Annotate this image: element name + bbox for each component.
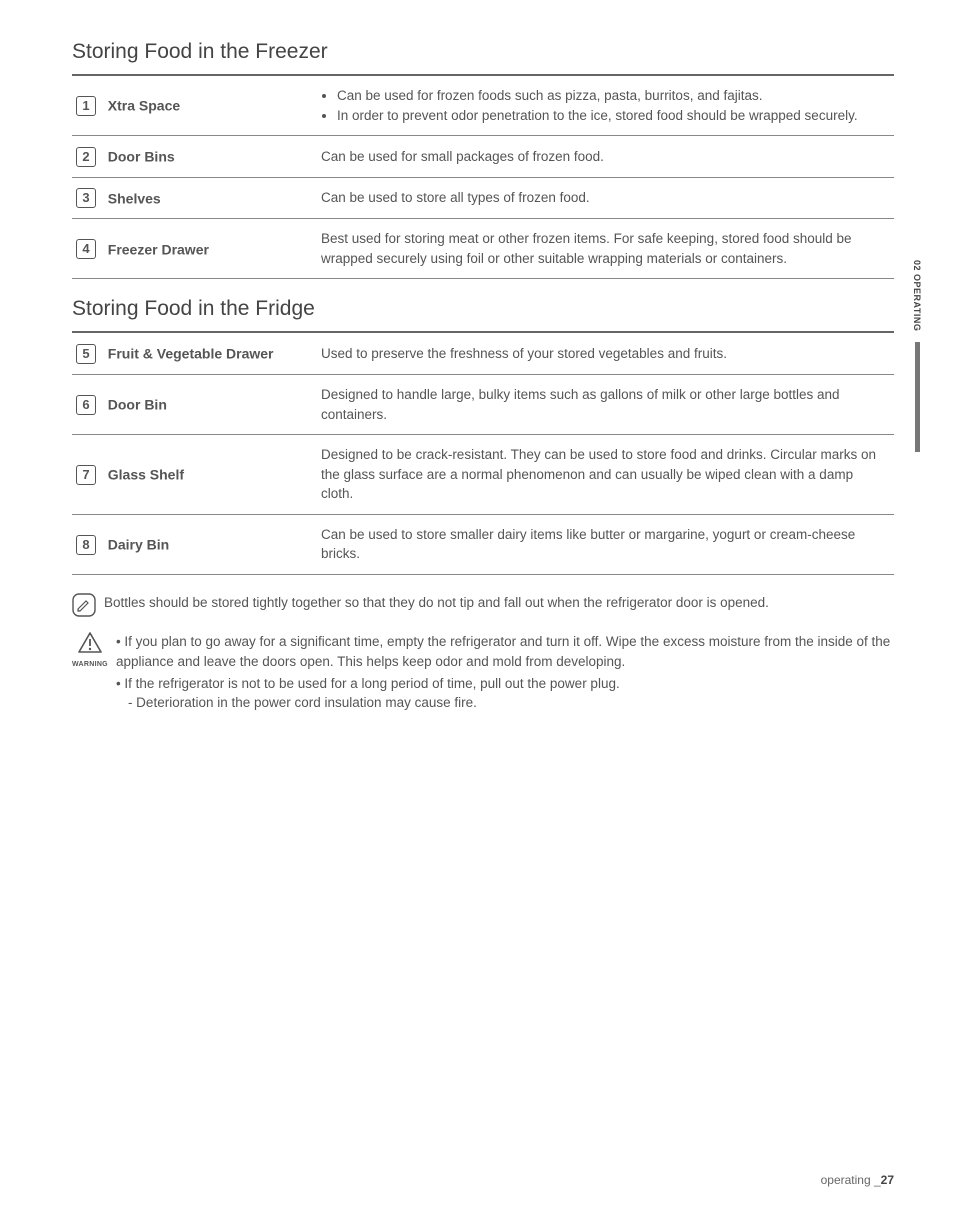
- footer-text: operating _: [821, 1173, 881, 1187]
- warning-item: • If the refrigerator is not to be used …: [116, 674, 894, 694]
- row-desc: Can be used for frozen foods such as piz…: [317, 76, 894, 136]
- row-number: 8: [76, 535, 96, 555]
- table-row: 1 Xtra Space Can be used for frozen food…: [72, 76, 894, 136]
- row-number: 2: [76, 147, 96, 167]
- row-label: Fruit & Vegetable Drawer: [108, 346, 274, 362]
- table-row: 4 Freezer Drawer Best used for storing m…: [72, 219, 894, 279]
- side-tab-bar: [915, 342, 920, 452]
- page-footer: operating _27: [821, 1173, 894, 1187]
- side-tab-label: 02 OPERATING: [912, 260, 922, 331]
- row-label: Glass Shelf: [108, 466, 184, 482]
- row-number: 4: [76, 239, 96, 259]
- row-label: Door Bins: [108, 148, 175, 164]
- section-title-fridge: Storing Food in the Fridge: [72, 297, 894, 321]
- row-number: 1: [76, 96, 96, 116]
- warning-row: WARNING • If you plan to go away for a s…: [72, 632, 894, 712]
- freezer-table: 1 Xtra Space Can be used for frozen food…: [72, 76, 894, 279]
- row-desc: Designed to handle large, bulky items su…: [317, 374, 894, 434]
- row-desc: Can be used for small packages of frozen…: [317, 136, 894, 178]
- row-desc: Can be used to store smaller dairy items…: [317, 514, 894, 574]
- section-title-freezer: Storing Food in the Freezer: [72, 40, 894, 64]
- pencil-icon: [72, 593, 96, 617]
- row-label: Xtra Space: [108, 98, 180, 114]
- table-row: 3 Shelves Can be used to store all types…: [72, 177, 894, 219]
- row-desc: Designed to be crack-resistant. They can…: [317, 435, 894, 515]
- bullet-item: Can be used for frozen foods such as piz…: [337, 86, 886, 106]
- row-number: 7: [76, 465, 96, 485]
- row-number: 3: [76, 188, 96, 208]
- note-row: Bottles should be stored tightly togethe…: [72, 593, 894, 623]
- table-row: 6 Door Bin Designed to handle large, bul…: [72, 374, 894, 434]
- footer-page: 27: [881, 1173, 894, 1187]
- row-label: Shelves: [108, 190, 161, 206]
- row-label: Door Bin: [108, 397, 167, 413]
- row-number: 5: [76, 344, 96, 364]
- row-desc: Can be used to store all types of frozen…: [317, 177, 894, 219]
- table-row: 2 Door Bins Can be used for small packag…: [72, 136, 894, 178]
- warning-item: • If you plan to go away for a significa…: [116, 632, 894, 671]
- warning-subitem: - Deterioration in the power cord insula…: [116, 693, 894, 713]
- row-desc: Best used for storing meat or other froz…: [317, 219, 894, 279]
- row-desc: Used to preserve the freshness of your s…: [317, 333, 894, 374]
- note-text: Bottles should be stored tightly togethe…: [104, 593, 894, 623]
- fridge-table: 5 Fruit & Vegetable Drawer Used to prese…: [72, 333, 894, 575]
- warning-caption: WARNING: [72, 660, 108, 670]
- warning-icon: [78, 632, 102, 653]
- table-row: 5 Fruit & Vegetable Drawer Used to prese…: [72, 333, 894, 374]
- side-tab: 02 OPERATING: [908, 260, 926, 452]
- row-label: Freezer Drawer: [108, 241, 209, 257]
- row-label: Dairy Bin: [108, 536, 169, 552]
- table-row: 8 Dairy Bin Can be used to store smaller…: [72, 514, 894, 574]
- row-number: 6: [76, 395, 96, 415]
- table-row: 7 Glass Shelf Designed to be crack-resis…: [72, 435, 894, 515]
- bullet-item: In order to prevent odor penetration to …: [337, 106, 886, 126]
